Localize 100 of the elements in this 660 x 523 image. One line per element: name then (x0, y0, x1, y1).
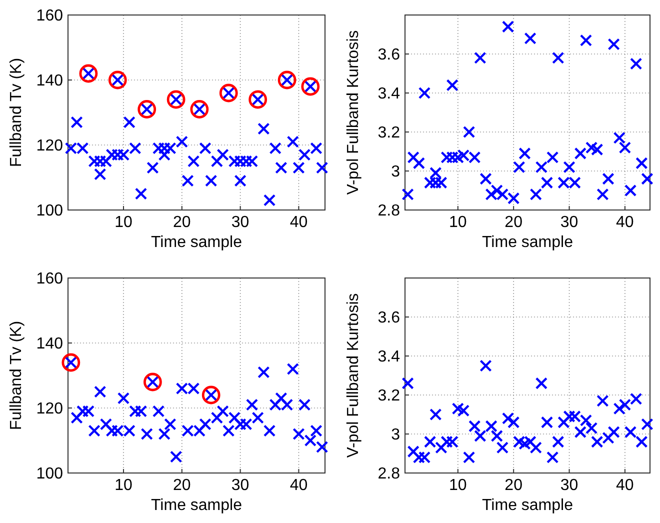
point (176, 136, 188, 148)
point (630, 392, 642, 405)
point (636, 157, 648, 170)
point (316, 440, 328, 454)
point (94, 386, 106, 398)
point (502, 412, 514, 424)
point (613, 402, 626, 415)
point (152, 405, 165, 418)
point (518, 147, 531, 160)
point (602, 172, 614, 185)
point (452, 402, 464, 415)
point (292, 428, 305, 440)
point (580, 34, 592, 46)
point (490, 430, 503, 442)
point (402, 188, 414, 200)
point (608, 38, 620, 50)
point (278, 70, 296, 90)
y-axis-title: V-pol Fullband Kurtosis (345, 30, 362, 195)
point (292, 162, 305, 174)
point (524, 32, 536, 44)
point (440, 436, 453, 448)
x-axis-title: Time sample (151, 497, 242, 514)
y-tick-label: 3.4 (378, 86, 400, 103)
y-tick-label: 120 (36, 400, 64, 418)
point (222, 424, 235, 437)
point (108, 70, 127, 90)
point (158, 148, 170, 161)
y-tick-label: 2.8 (378, 466, 400, 483)
point (502, 20, 514, 33)
point (234, 174, 246, 187)
point (490, 184, 503, 197)
x-tick-label: 40 (616, 477, 634, 494)
point (258, 122, 270, 135)
y-axis-title: V-pol Fullband Kurtosis (345, 293, 362, 458)
point (446, 79, 458, 92)
point (507, 416, 520, 428)
point (624, 184, 637, 197)
point (430, 408, 442, 421)
point (430, 176, 442, 189)
point (182, 174, 194, 187)
point (418, 451, 431, 464)
point (407, 151, 420, 164)
point (480, 172, 492, 185)
point (457, 404, 470, 417)
point (138, 100, 156, 118)
point (446, 436, 458, 448)
x-tick-label: 10 (114, 214, 132, 231)
point (298, 398, 311, 411)
point (166, 90, 186, 109)
point (62, 353, 80, 372)
x-tick-label: 20 (173, 214, 191, 231)
point (310, 424, 322, 437)
x-tick-label: 20 (173, 477, 191, 494)
y-tick-label: 3.2 (378, 388, 400, 405)
y-tick-label: 3.6 (378, 310, 400, 327)
x-axis-title: Time sample (482, 234, 574, 251)
point (402, 377, 414, 390)
y-tick-label: 120 (36, 138, 64, 155)
point (298, 148, 311, 161)
point (199, 142, 212, 154)
point (540, 176, 554, 189)
y-tick-label: 160 (36, 270, 64, 288)
point (558, 416, 570, 428)
point (301, 77, 320, 96)
point (286, 362, 299, 376)
point (618, 398, 632, 411)
x-tick-label: 40 (616, 214, 634, 231)
point (263, 424, 276, 437)
point (535, 161, 548, 174)
point (563, 410, 576, 423)
x-tick-label: 40 (290, 477, 308, 494)
point (164, 418, 176, 430)
point (485, 420, 498, 432)
point (474, 52, 486, 64)
x-axis-title: Time sample (151, 234, 242, 251)
point (430, 166, 442, 180)
point (258, 366, 270, 378)
point (613, 132, 626, 144)
point (94, 168, 106, 180)
x-tick-label: 10 (449, 214, 467, 231)
y-tick-label: 2.8 (378, 202, 400, 220)
x-tick-label: 20 (504, 477, 523, 494)
x-tick-label: 30 (231, 214, 250, 231)
point (540, 416, 554, 428)
point (205, 174, 218, 187)
point (216, 405, 229, 418)
point (187, 155, 200, 168)
point (70, 116, 83, 128)
point (190, 100, 209, 118)
y-tick-label: 3.6 (378, 46, 400, 64)
point (480, 360, 492, 372)
point (530, 188, 542, 200)
point (158, 428, 170, 440)
point (170, 450, 182, 463)
x-tick-label: 30 (560, 477, 578, 494)
point (219, 84, 238, 102)
point (474, 430, 486, 442)
y-tick-label: 100 (36, 466, 64, 483)
point (140, 428, 153, 440)
point (275, 392, 288, 404)
